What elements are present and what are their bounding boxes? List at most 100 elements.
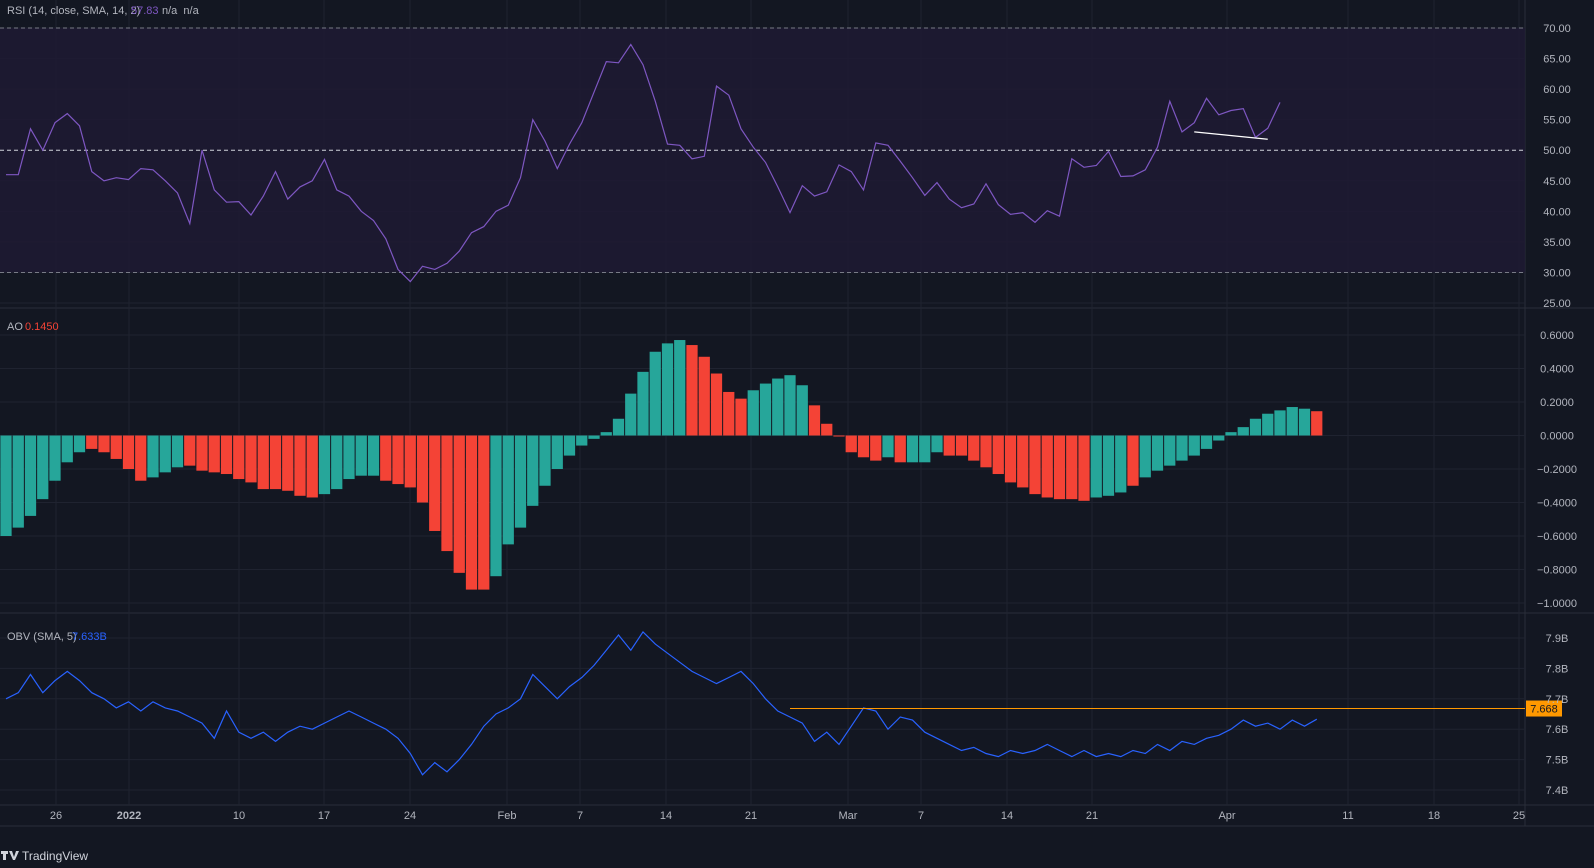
obv-legend-name: OBV (SMA, 5) (7, 631, 77, 643)
x-tick-label: 18 (1428, 810, 1440, 822)
ao-bar (502, 435, 514, 545)
ao-bar (882, 435, 894, 458)
ao-bar (968, 435, 980, 461)
x-tick-label: 11 (1342, 810, 1353, 822)
ao-bar (563, 435, 576, 456)
ao-bar (1176, 435, 1188, 461)
ao-bar (894, 435, 906, 463)
ao-bar (49, 435, 61, 481)
y-tick-label: 0.2000 (1540, 397, 1574, 409)
ao-bar (857, 435, 870, 458)
ao-bar (710, 373, 723, 436)
ao-bar (943, 435, 955, 456)
y-tick-label: 7.8B (1546, 663, 1569, 675)
ao-bar (159, 435, 171, 473)
ao-bar (220, 435, 233, 475)
ao-bar (465, 435, 478, 590)
y-tick-label: 70.00 (1543, 23, 1571, 35)
ao-bar (698, 356, 710, 436)
y-tick-label: 30.00 (1543, 267, 1571, 279)
ao-bar (392, 435, 404, 485)
ao-bar (1115, 435, 1127, 493)
ao-bar (1151, 435, 1164, 471)
ao-legend-name: AO (7, 321, 23, 333)
rsi-divergence-line (1194, 131, 1268, 140)
rsi-legend-name: RSI (14, close, SMA, 14, 2) (7, 5, 140, 17)
ao-bar (980, 435, 992, 468)
ao-bar (1249, 418, 1262, 436)
ao-bar (772, 378, 784, 436)
obv-legend-value: 7.633B (72, 631, 107, 643)
ao-bar (576, 435, 588, 446)
y-tick-label: 25.00 (1543, 298, 1571, 310)
ao-bar (845, 435, 857, 453)
x-tick-label: 7 (577, 810, 583, 822)
ao-bar (906, 435, 919, 463)
y-tick-label: 60.00 (1543, 84, 1571, 96)
ao-bar (0, 435, 12, 536)
rsi-legend-extra: n/a n/a (162, 5, 200, 17)
ao-bar (931, 435, 943, 453)
y-tick-label: 0.0000 (1540, 431, 1574, 443)
ao-bar (735, 398, 747, 436)
ao-bar (919, 435, 931, 463)
x-tick-label: 14 (1001, 810, 1013, 822)
ao-bar (404, 435, 416, 488)
ao-bar (955, 435, 968, 456)
ao-bar (294, 435, 306, 496)
tradingview-logo-icon[interactable] (0, 848, 19, 862)
ao-bar (992, 435, 1004, 475)
ao-bar (135, 435, 147, 481)
ao-bar (1298, 408, 1311, 436)
ao-bar (1164, 435, 1176, 466)
ao-legend-value: 0.1450 (25, 321, 59, 333)
x-tick-label: 25 (1513, 810, 1525, 822)
ao-bar (282, 435, 294, 491)
ao-bar (1127, 435, 1139, 486)
ao-bar (1274, 410, 1286, 436)
x-tick-label: 17 (318, 810, 330, 822)
y-tick-label: 50.00 (1543, 145, 1571, 157)
ao-bar (600, 432, 612, 436)
x-tick-label: Feb (498, 810, 517, 822)
y-tick-label: 7.5B (1546, 755, 1569, 767)
y-tick-label: 7.6B (1546, 724, 1569, 736)
ao-bar (674, 340, 686, 436)
ao-bar (759, 383, 772, 436)
ao-bar (1090, 435, 1102, 498)
y-tick-label: −0.8000 (1537, 565, 1577, 577)
y-tick-label: 7.4B (1546, 785, 1569, 797)
ao-bar (514, 435, 527, 528)
ao-bar (380, 435, 392, 481)
ao-bar (37, 435, 49, 500)
y-tick-label: −0.6000 (1537, 531, 1577, 543)
ao-bar (110, 435, 122, 459)
x-tick-label: 14 (660, 810, 672, 822)
ao-bar (821, 423, 833, 436)
ao-bar (1029, 435, 1041, 495)
ao-bar (98, 435, 110, 453)
ao-bar (784, 375, 796, 436)
ao-bar (269, 435, 282, 490)
ao-bar (833, 435, 845, 437)
ao-bar (441, 435, 453, 552)
tradingview-brand[interactable]: TradingView (22, 849, 88, 863)
ao-bar (588, 435, 600, 439)
ao-bar (171, 435, 184, 468)
footer-bar (0, 826, 1594, 868)
x-tick-label: 2022 (117, 810, 141, 822)
ao-bar (331, 435, 343, 490)
y-tick-label: −0.4000 (1537, 498, 1577, 510)
x-tick-label: 10 (233, 810, 245, 822)
price-axis: 70.00 65.00 60.00 55.00 50.00 45.00 40.00 35.00… (1537, 23, 1577, 797)
ao-bar (686, 345, 698, 436)
ao-bar (808, 405, 821, 436)
ao-bar (343, 435, 355, 480)
ao-bar (257, 435, 269, 490)
ao-bar (796, 385, 808, 436)
ao-bar (490, 435, 502, 577)
ao-bar (367, 435, 380, 476)
y-tick-label: −1.0000 (1537, 598, 1577, 610)
ao-bar (527, 435, 539, 506)
